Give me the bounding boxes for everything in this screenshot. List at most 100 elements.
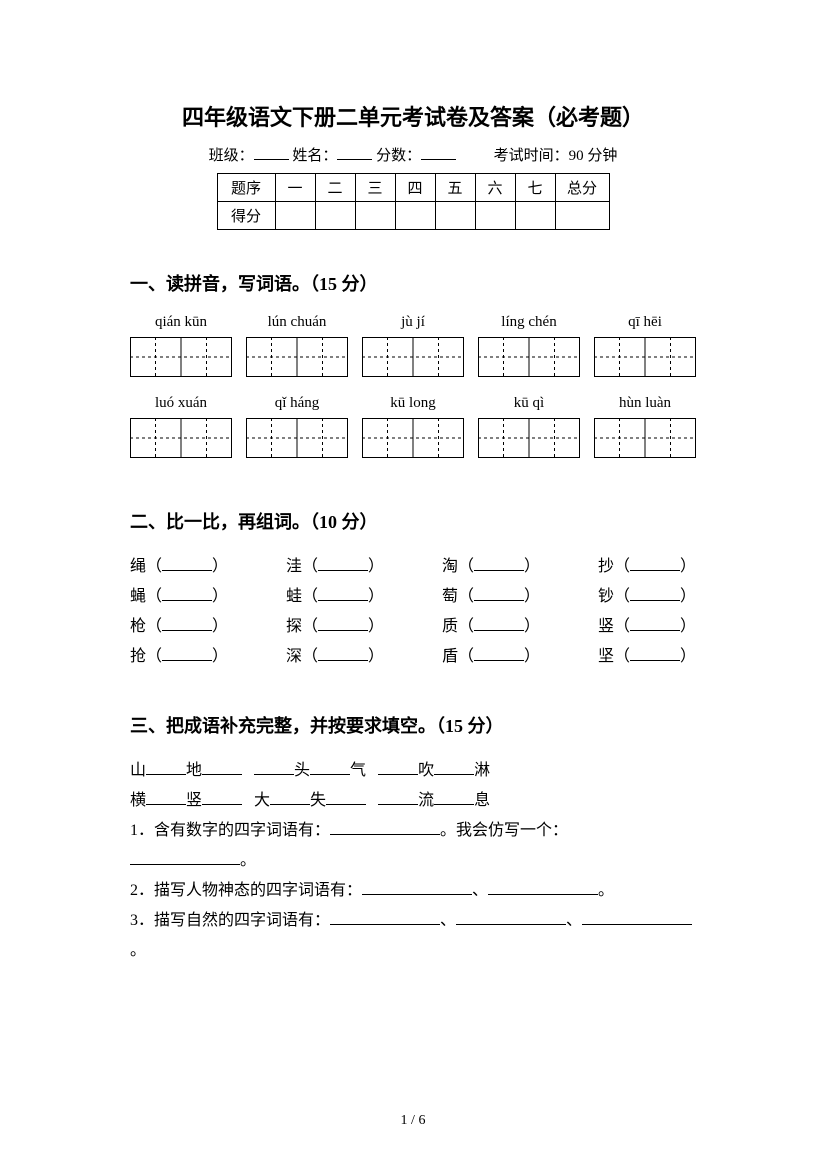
score-cell[interactable]: [275, 202, 315, 230]
idiom-blank[interactable]: [378, 789, 418, 805]
compare-blank[interactable]: [162, 555, 212, 571]
idiom-blank[interactable]: [434, 789, 474, 805]
compare-blank[interactable]: [474, 615, 524, 631]
idiom-blank[interactable]: [202, 759, 242, 775]
pinyin: lún chuán: [246, 314, 348, 331]
col-3: 三: [355, 174, 395, 202]
compare-blank[interactable]: [474, 645, 524, 661]
page-number: 1 / 6: [0, 1113, 826, 1129]
compare-blank[interactable]: [318, 615, 368, 631]
class-blank[interactable]: [254, 145, 289, 160]
punct: 。: [598, 882, 614, 899]
score-cell[interactable]: [515, 202, 555, 230]
meta-line: 班级： 姓名： 分数： 考试时间：90 分钟: [130, 144, 696, 165]
idiom-char: 山: [130, 762, 146, 779]
idiom-char: 气: [350, 762, 366, 779]
punct: 、: [566, 912, 582, 929]
question-text: 。我会仿写一个：: [440, 822, 568, 839]
compare-blank[interactable]: [162, 585, 212, 601]
idiom-char: 息: [474, 792, 490, 809]
idiom-blank[interactable]: [378, 759, 418, 775]
pinyin: kū long: [362, 395, 464, 412]
idiom-blank[interactable]: [202, 789, 242, 805]
compare-blank[interactable]: [318, 645, 368, 661]
compare-item: 绳（）: [130, 552, 228, 582]
compare-item: 质（）: [442, 612, 540, 642]
score-cell[interactable]: [395, 202, 435, 230]
compare-blank[interactable]: [474, 555, 524, 571]
write-box[interactable]: [594, 337, 696, 377]
time-label: 考试时间：90 分钟: [494, 148, 618, 164]
compare-item: 竖（）: [598, 612, 696, 642]
compare-blank[interactable]: [630, 645, 680, 661]
pinyin: qī hēi: [594, 314, 696, 331]
answer-blank[interactable]: [488, 879, 598, 895]
punct: 。: [130, 942, 146, 959]
compare-item: 抄（）: [598, 552, 696, 582]
compare-blank[interactable]: [630, 615, 680, 631]
idiom-blank[interactable]: [310, 759, 350, 775]
compare-blank[interactable]: [318, 585, 368, 601]
section3-body: 山地 头气 吹淋 横竖 大失 流息 1．含有数字的四字词语有：。我会仿写一个： …: [130, 756, 696, 966]
question-text: 2．描写人物神态的四字词语有：: [130, 882, 362, 899]
compare-blank[interactable]: [318, 555, 368, 571]
compare-item: 抢（）: [130, 642, 228, 672]
section1-heading: 一、读拼音，写词语。（15 分）: [130, 270, 696, 296]
compare-item: 盾（）: [442, 642, 540, 672]
compare-blank[interactable]: [162, 615, 212, 631]
compare-item: 钞（）: [598, 582, 696, 612]
write-box[interactable]: [130, 418, 232, 458]
idiom-blank[interactable]: [434, 759, 474, 775]
pinyin: jù jí: [362, 314, 464, 331]
idiom-char: 横: [130, 792, 146, 809]
compare-item: 枪（）: [130, 612, 228, 642]
idiom-blank[interactable]: [146, 789, 186, 805]
write-box[interactable]: [362, 337, 464, 377]
write-box[interactable]: [594, 418, 696, 458]
score-cell[interactable]: [555, 202, 609, 230]
answer-blank[interactable]: [330, 819, 440, 835]
punct: 、: [440, 912, 456, 929]
score-cell[interactable]: [315, 202, 355, 230]
question-text: 3．描写自然的四字词语有：: [130, 912, 330, 929]
compare-blank[interactable]: [630, 555, 680, 571]
col-5: 五: [435, 174, 475, 202]
idiom-char: 失: [310, 792, 326, 809]
write-box[interactable]: [246, 418, 348, 458]
idiom-char: 头: [294, 762, 310, 779]
compare-blank[interactable]: [630, 585, 680, 601]
col-1: 一: [275, 174, 315, 202]
pinyin: qián kūn: [130, 314, 232, 331]
score-cell[interactable]: [355, 202, 395, 230]
col-2: 二: [315, 174, 355, 202]
pinyin: qǐ háng: [246, 395, 348, 412]
write-box[interactable]: [478, 418, 580, 458]
idiom-blank[interactable]: [254, 759, 294, 775]
idiom-blank[interactable]: [326, 789, 366, 805]
compare-blank[interactable]: [162, 645, 212, 661]
pinyin: líng chén: [478, 314, 580, 331]
write-box[interactable]: [130, 337, 232, 377]
score-cell[interactable]: [435, 202, 475, 230]
idiom-blank[interactable]: [270, 789, 310, 805]
document-title: 四年级语文下册二单元考试卷及答案（必考题）: [130, 100, 696, 132]
pinyin: hùn luàn: [594, 395, 696, 412]
score-cell[interactable]: [475, 202, 515, 230]
pinyin: kū qì: [478, 395, 580, 412]
answer-blank[interactable]: [362, 879, 472, 895]
idiom-char: 流: [418, 792, 434, 809]
write-box[interactable]: [478, 337, 580, 377]
punct: 。: [240, 852, 256, 869]
name-blank[interactable]: [337, 145, 372, 160]
compare-blank[interactable]: [474, 585, 524, 601]
answer-blank[interactable]: [456, 909, 566, 925]
score-blank[interactable]: [421, 145, 456, 160]
col-7: 七: [515, 174, 555, 202]
idiom-blank[interactable]: [146, 759, 186, 775]
compare-item: 探（）: [286, 612, 384, 642]
answer-blank[interactable]: [582, 909, 692, 925]
answer-blank[interactable]: [130, 849, 240, 865]
answer-blank[interactable]: [330, 909, 440, 925]
write-box[interactable]: [246, 337, 348, 377]
write-box[interactable]: [362, 418, 464, 458]
